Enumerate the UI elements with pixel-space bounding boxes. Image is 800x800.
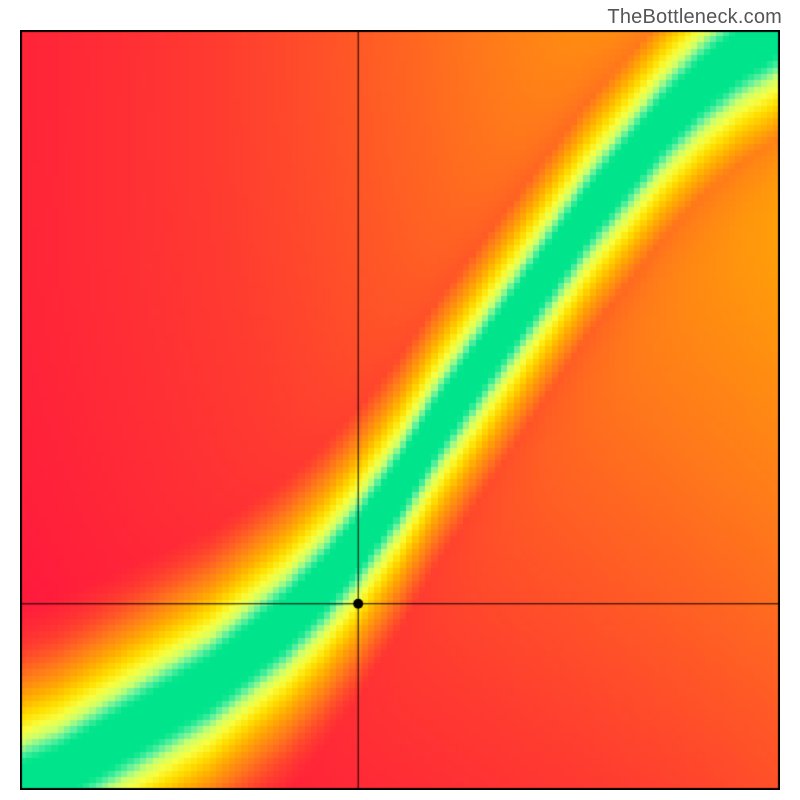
chart-container: TheBottleneck.com bbox=[0, 0, 800, 800]
attribution-label: TheBottleneck.com bbox=[607, 6, 782, 29]
bottleneck-heatmap bbox=[20, 30, 780, 790]
